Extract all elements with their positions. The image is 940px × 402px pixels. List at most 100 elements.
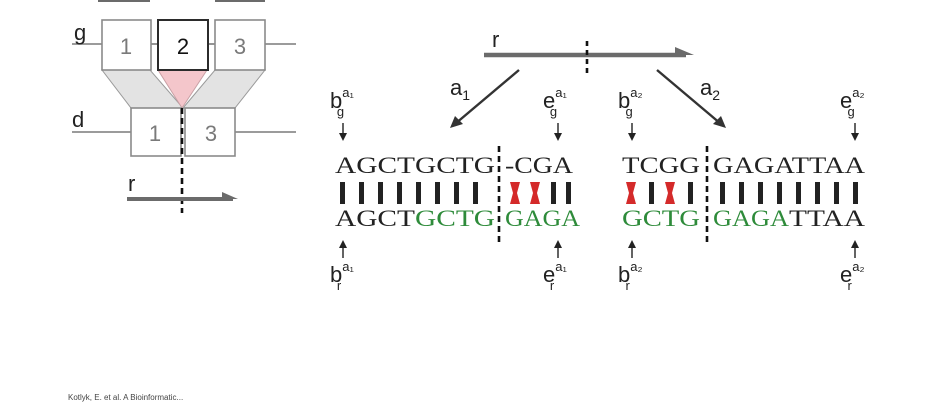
- arrow-a2-label: a2: [700, 75, 720, 103]
- marker-e-g-a2-label: ea₂ g: [840, 85, 865, 119]
- marker-b-g-a1-base: b: [330, 88, 342, 113]
- marker-b-g-a1: ba₁ g: [330, 85, 354, 141]
- match-bar: [720, 182, 725, 204]
- marker-e-r-a2-arrow-head: [851, 240, 859, 248]
- g-exon-box-2: [157, 19, 209, 71]
- right-panel: r a1 a2 ba₁ g ea₁ g ba₂ g ea₂ g: [330, 27, 865, 293]
- g-exon-label-1: 1: [120, 34, 132, 59]
- marker-b-r-a2: ba₂ r: [618, 240, 643, 293]
- marker-b-r-a1-sup: a₁: [342, 259, 354, 274]
- r-arrow-left-head: [222, 192, 238, 199]
- g-exon-label-2: 2: [177, 34, 189, 59]
- marker-e-g-a1: ea₁ g: [543, 85, 567, 141]
- match-bar: [378, 182, 383, 204]
- match-bar: [551, 182, 556, 204]
- alignment-1: AGCTGCTG -CGA AGCT GCTG GAGA: [335, 153, 580, 231]
- g-label: g: [74, 20, 86, 45]
- r-arrow-right-head: [675, 47, 694, 55]
- match-bar: [815, 182, 820, 204]
- footer-caption: Kotlyk, E. et al. A Bioinformatic...: [68, 393, 184, 402]
- marker-e-r-a1-arrow-head: [554, 240, 562, 248]
- g-exon-box-1: [101, 19, 152, 71]
- mismatch-marker: [665, 182, 675, 204]
- marker-e-g-a1-arrow-head: [554, 133, 562, 141]
- match-bar: [473, 182, 478, 204]
- match-bar: [566, 182, 571, 204]
- marker-e-g-a2-sup: a₂: [852, 85, 864, 100]
- alignment2-bottom-after-green: GAGA: [713, 206, 789, 231]
- match-bar: [758, 182, 763, 204]
- marker-b-g-a1-arrow-head: [339, 133, 347, 141]
- arrow-a2-shaft: [656, 69, 722, 125]
- marker-b-r-a1-sub: r: [337, 278, 342, 293]
- alignment2-bottom-black: TTAA: [789, 206, 865, 231]
- alignment-1-match-bars: [340, 182, 571, 204]
- marker-e-r-a1-sub: r: [550, 278, 555, 293]
- g-exon-box-3: [214, 19, 266, 71]
- match-bar: [796, 182, 801, 204]
- marker-b-g-a1-label: ba₁ g: [330, 85, 354, 119]
- marker-b-r-a2-sup: a₂: [630, 259, 642, 274]
- marker-b-g-a2-sup: a₂: [630, 85, 642, 100]
- marker-b-g-a2-label: ba₂ g: [618, 85, 643, 119]
- marker-b-r-a1-base: b: [330, 262, 342, 287]
- arrow-a2-sub: 2: [712, 87, 720, 103]
- d-exon-box-3: [184, 107, 236, 157]
- match-bar: [359, 182, 364, 204]
- mismatch-marker: [530, 182, 540, 204]
- match-bar: [739, 182, 744, 204]
- alignment2-top-seq: TCGG: [622, 153, 700, 178]
- arrow-a1-base: a: [450, 75, 463, 100]
- match-bar: [777, 182, 782, 204]
- g-exon-label-3: 3: [234, 34, 246, 59]
- marker-e-g-a1-sup: a₁: [555, 85, 567, 100]
- marker-e-r-a2-base: e: [840, 262, 852, 287]
- marker-b-r-a2-base: b: [618, 262, 630, 287]
- r-label-right: r: [492, 27, 499, 52]
- match-bar: [416, 182, 421, 204]
- marker-b-g-a2-arrow-head: [628, 133, 636, 141]
- marker-e-g-a2: ea₂ g: [840, 85, 865, 141]
- marker-e-g-a2-base: e: [840, 88, 852, 113]
- marker-b-g-a1-sup: a₁: [342, 85, 354, 100]
- marker-b-r-a1: ba₁ r: [330, 240, 354, 293]
- marker-b-r-a2-label: ba₂ r: [618, 259, 643, 293]
- marker-e-g-a1-label: ea₁ g: [543, 85, 567, 119]
- d-exon-label-3: 3: [205, 121, 217, 146]
- match-bar: [834, 182, 839, 204]
- marker-b-r-a1-label: ba₁ r: [330, 259, 354, 293]
- marker-e-r-a1-label: ea₁ r: [543, 259, 567, 293]
- marker-e-r-a1-base: e: [543, 262, 555, 287]
- alignment2-bottom-green: GCTG: [622, 206, 700, 231]
- arrow-a2-head: [713, 116, 726, 128]
- alignment1-bottom-after-cut: GAGA: [505, 206, 580, 231]
- alignment-2-match-bars: [626, 182, 858, 204]
- marker-b-g-a2-base: b: [618, 88, 630, 113]
- marker-e-g-a1-base: e: [543, 88, 555, 113]
- mismatch-marker: [626, 182, 636, 204]
- arrow-a1-head: [450, 116, 463, 128]
- arrow-a1-shaft: [454, 69, 520, 125]
- marker-e-g-a2-sub: g: [848, 104, 855, 119]
- alignment1-top-seq: AGCTGCTG: [335, 153, 495, 178]
- mismatch-marker: [510, 182, 520, 204]
- match-bar: [397, 182, 402, 204]
- marker-e-r-a2-sup: a₂: [852, 259, 864, 274]
- match-bar: [853, 182, 858, 204]
- marker-e-r-a2-sub: r: [848, 278, 853, 293]
- marker-e-r-a2: ea₂ r: [840, 240, 865, 293]
- alignment2-top-after-cut: GAGATTAA: [713, 153, 865, 178]
- marker-b-g-a2: ba₂ g: [618, 85, 643, 141]
- alignment1-bottom-black: AGCT: [335, 206, 415, 231]
- marker-e-g-a1-sub: g: [550, 104, 557, 119]
- left-panel: g 1 2 3 d 1 3 r: [72, 0, 296, 213]
- d-exon-label-1: 1: [149, 121, 161, 146]
- match-bar: [688, 182, 693, 204]
- marker-e-g-a2-arrow-head: [851, 133, 859, 141]
- marker-b-r-a2-sub: r: [626, 278, 631, 293]
- d-label: d: [72, 107, 84, 132]
- alignment-2: TCGG GAGATTAA GCTG GAGA TTAA: [622, 153, 865, 231]
- marker-e-r-a2-label: ea₂ r: [840, 259, 865, 293]
- match-bar: [454, 182, 459, 204]
